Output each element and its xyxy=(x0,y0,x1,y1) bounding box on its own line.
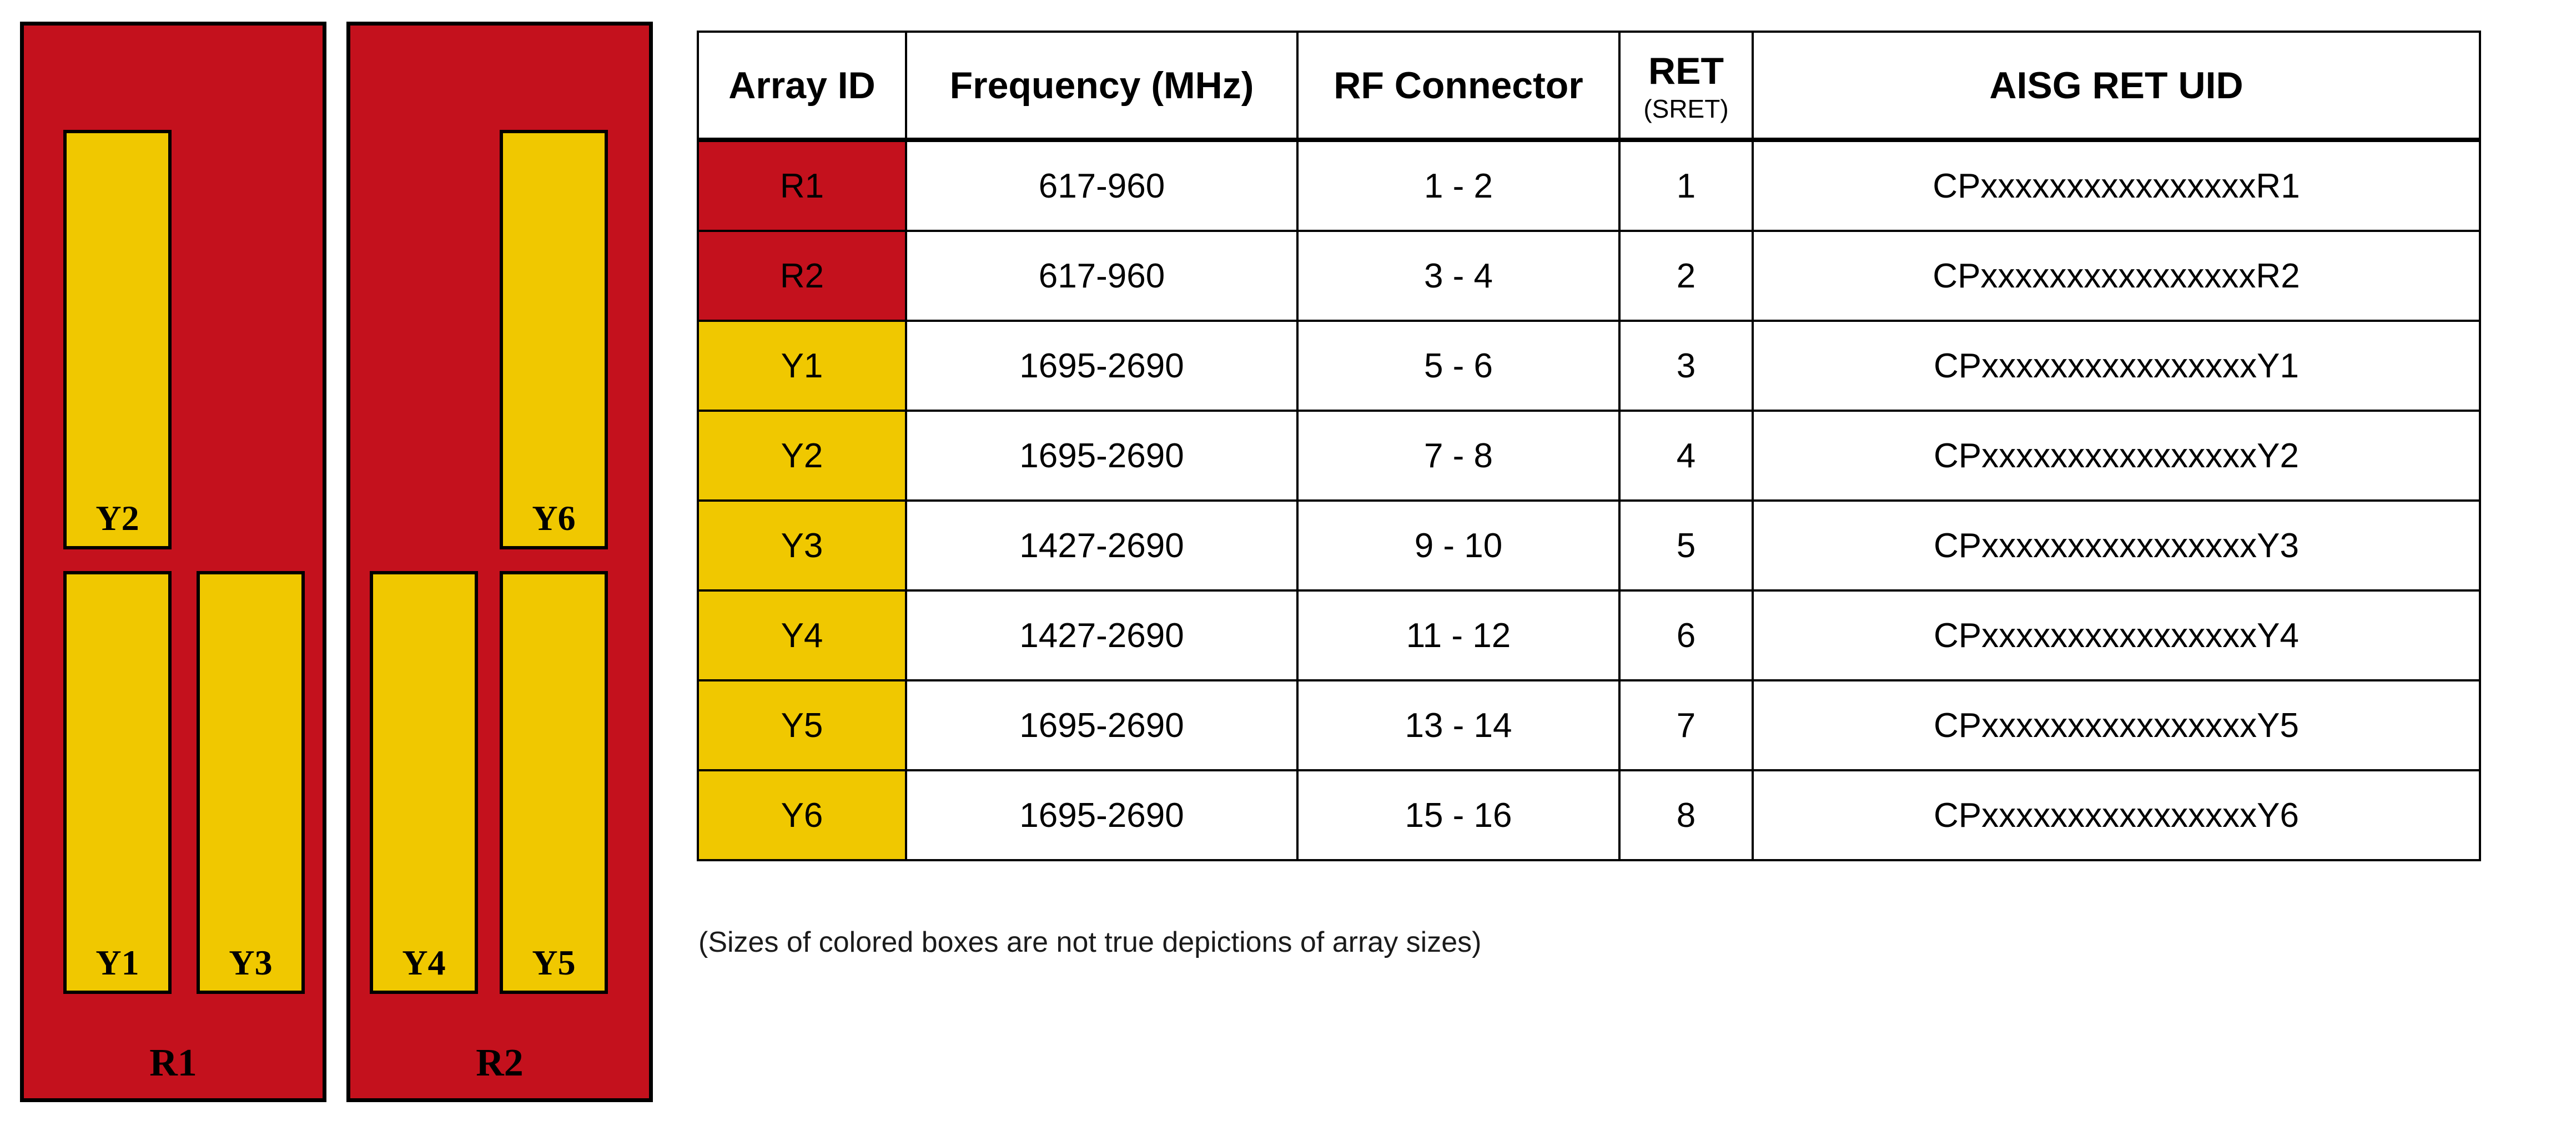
col-header-ret: RET (SRET) xyxy=(1618,31,1754,142)
ret-cell: 7 xyxy=(1618,679,1754,771)
aisg-uid-cell: CPxxxxxxxxxxxxxxxxY5 xyxy=(1752,679,2481,771)
array-id-cell: Y3 xyxy=(697,499,907,592)
panel-label-r1: R1 xyxy=(149,1042,197,1084)
array-box-y6: Y6 xyxy=(500,130,608,549)
frequency-cell: 1695-2690 xyxy=(905,679,1299,771)
aisg-uid-cell: CPxxxxxxxxxxxxxxxxY3 xyxy=(1752,499,2481,592)
rf-connector-cell: 9 - 10 xyxy=(1296,499,1621,592)
antenna-panel-r1: Y2 Y1 Y3 R1 xyxy=(20,22,326,1102)
array-configuration-table: Array ID Frequency (MHz) RF Connector RE… xyxy=(697,31,2481,861)
ret-header-sub: (SRET) xyxy=(1643,94,1729,123)
frequency-cell: 617-960 xyxy=(905,230,1299,322)
col-header-rf-connector: RF Connector xyxy=(1296,31,1621,142)
table-row: Y5 1695-2690 13 - 14 7 CPxxxxxxxxxxxxxxx… xyxy=(697,679,2481,771)
array-box-label: Y1 xyxy=(95,943,139,982)
panel-label-r2: R2 xyxy=(476,1042,524,1084)
table-row: Y4 1427-2690 11 - 12 6 CPxxxxxxxxxxxxxxx… xyxy=(697,589,2481,681)
col-header-array-id: Array ID xyxy=(697,31,907,142)
array-id-cell: Y5 xyxy=(697,679,907,771)
aisg-uid-cell: CPxxxxxxxxxxxxxxxxY6 xyxy=(1752,769,2481,861)
rf-connector-cell: 5 - 6 xyxy=(1296,320,1621,412)
table-row: Y6 1695-2690 15 - 16 8 CPxxxxxxxxxxxxxxx… xyxy=(697,769,2481,861)
ret-cell: 4 xyxy=(1618,410,1754,502)
table-row: R2 617-960 3 - 4 2 CPxxxxxxxxxxxxxxxxR2 xyxy=(697,230,2481,322)
ret-cell: 5 xyxy=(1618,499,1754,592)
array-id-cell: R1 xyxy=(697,139,907,232)
rf-connector-cell: 13 - 14 xyxy=(1296,679,1621,771)
frequency-cell: 617-960 xyxy=(905,139,1299,232)
array-id-cell: Y4 xyxy=(697,589,907,681)
frequency-cell: 1427-2690 xyxy=(905,589,1299,681)
frequency-cell: 1695-2690 xyxy=(905,320,1299,412)
array-box-label: Y4 xyxy=(402,943,446,982)
aisg-uid-cell: CPxxxxxxxxxxxxxxxxY1 xyxy=(1752,320,2481,412)
header-row: Array ID Frequency (MHz) RF Connector RE… xyxy=(697,31,2481,142)
array-size-note: (Sizes of colored boxes are not true dep… xyxy=(698,926,1482,958)
rf-connector-cell: 15 - 16 xyxy=(1296,769,1621,861)
ret-header-main: RET xyxy=(1648,49,1724,92)
rf-connector-cell: 1 - 2 xyxy=(1296,139,1621,232)
array-box-label: Y2 xyxy=(95,498,139,538)
array-box-y1: Y1 xyxy=(63,571,172,994)
rf-connector-cell: 3 - 4 xyxy=(1296,230,1621,322)
aisg-uid-cell: CPxxxxxxxxxxxxxxxxY4 xyxy=(1752,589,2481,681)
aisg-uid-cell: CPxxxxxxxxxxxxxxxxY2 xyxy=(1752,410,2481,502)
array-id-cell: Y1 xyxy=(697,320,907,412)
array-box-y2: Y2 xyxy=(63,130,172,549)
array-box-y4: Y4 xyxy=(370,571,478,994)
frequency-cell: 1427-2690 xyxy=(905,499,1299,592)
table-row: R1 617-960 1 - 2 1 CPxxxxxxxxxxxxxxxxR1 xyxy=(697,139,2481,232)
array-box-y3: Y3 xyxy=(197,571,305,994)
array-id-cell: Y6 xyxy=(697,769,907,861)
rf-connector-cell: 7 - 8 xyxy=(1296,410,1621,502)
aisg-uid-cell: CPxxxxxxxxxxxxxxxxR1 xyxy=(1752,139,2481,232)
table-row: Y2 1695-2690 7 - 8 4 CPxxxxxxxxxxxxxxxxY… xyxy=(697,410,2481,502)
col-header-aisg-ret-uid: AISG RET UID xyxy=(1752,31,2481,142)
array-id-cell: Y2 xyxy=(697,410,907,502)
ret-cell: 3 xyxy=(1618,320,1754,412)
ret-cell: 1 xyxy=(1618,139,1754,232)
col-header-frequency: Frequency (MHz) xyxy=(905,31,1299,142)
table-row: Y1 1695-2690 5 - 6 3 CPxxxxxxxxxxxxxxxxY… xyxy=(697,320,2481,412)
ret-cell: 8 xyxy=(1618,769,1754,861)
ret-cell: 6 xyxy=(1618,589,1754,681)
table-row: Y3 1427-2690 9 - 10 5 CPxxxxxxxxxxxxxxxx… xyxy=(697,499,2481,592)
aisg-uid-cell: CPxxxxxxxxxxxxxxxxR2 xyxy=(1752,230,2481,322)
frequency-cell: 1695-2690 xyxy=(905,410,1299,502)
array-box-y5: Y5 xyxy=(500,571,608,994)
array-box-label: Y6 xyxy=(532,498,576,538)
ret-cell: 2 xyxy=(1618,230,1754,322)
array-box-label: Y5 xyxy=(532,943,576,982)
array-box-label: Y3 xyxy=(229,943,273,982)
frequency-cell: 1695-2690 xyxy=(905,769,1299,861)
antenna-panel-r2: Y6 Y4 Y5 R2 xyxy=(346,22,653,1102)
array-id-cell: R2 xyxy=(697,230,907,322)
rf-connector-cell: 11 - 12 xyxy=(1296,589,1621,681)
